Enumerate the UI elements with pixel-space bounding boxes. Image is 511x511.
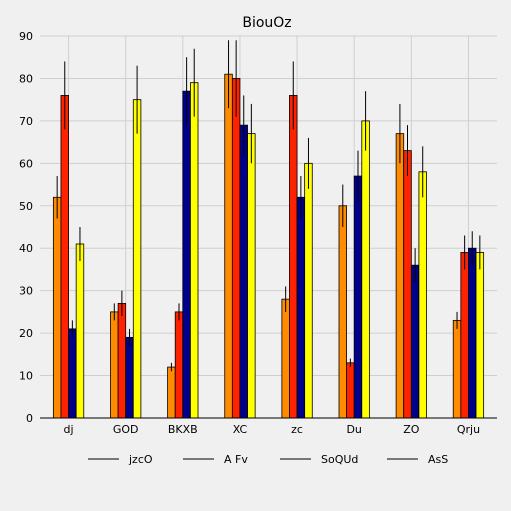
- y-tick-label-40: 40: [19, 242, 33, 255]
- bar-GOD-AsS: [132, 99, 142, 419]
- y-tick-label-60: 60: [19, 157, 33, 170]
- bar-BKXB-AsS: [190, 82, 199, 419]
- bar-ZO-A-Fv: [403, 150, 412, 419]
- bar-dj-SoQUd: [68, 328, 77, 419]
- chart-title: BiouOz: [242, 15, 291, 31]
- bars-layer: [52, 40, 485, 419]
- legend-label-jzcO: jzcO: [128, 453, 153, 466]
- legend-label-SoQUd: SoQUd: [321, 453, 358, 466]
- bar-GOD-SoQUd: [125, 336, 134, 419]
- legend-label-A-Fv: A Fv: [224, 453, 248, 466]
- legend: jzcO A Fv SoQUd AsS: [88, 453, 448, 466]
- bar-zc-jzcO: [281, 298, 290, 419]
- bar-XC-jzcO: [224, 73, 233, 419]
- bar-GOD-jzcO: [110, 311, 119, 419]
- bar-Qrju-jzcO: [452, 319, 462, 419]
- bar-BKXB-jzcO: [167, 366, 176, 419]
- y-tick-label-90: 90: [19, 30, 33, 43]
- x-tick-label-BKXB: BKXB: [168, 423, 198, 436]
- bar-dj-jzcO: [52, 196, 62, 419]
- x-tick-label-zc: zc: [291, 423, 303, 436]
- bar-XC-A-Fv: [231, 78, 241, 419]
- grid-layer: [40, 35, 497, 419]
- bar-BKXB-A-Fv: [174, 311, 184, 419]
- y-tick-label-80: 80: [19, 72, 33, 85]
- bar-BKXB-SoQUd: [182, 90, 191, 419]
- bar-XC-AsS: [247, 133, 256, 419]
- bar-XC-SoQUd: [239, 124, 248, 419]
- bar-dj-A-Fv: [60, 95, 69, 419]
- x-tick-label-Qrju: Qrju: [457, 423, 480, 436]
- y-tick-label-70: 70: [19, 115, 33, 128]
- axis-layer: 0 10 20 30 40 50 60 70 80 90 dj GOD BKXB XC zc Du ZO Qrju: [19, 30, 497, 436]
- y-tick-label-30: 30: [19, 285, 33, 298]
- bar-ZO-AsS: [418, 171, 427, 419]
- bar-Du-jzcO: [338, 205, 347, 419]
- x-tick-label-XC: XC: [233, 423, 248, 436]
- y-tick-label-50: 50: [19, 200, 33, 213]
- bar-ZO-jzcO: [395, 133, 405, 419]
- y-tick-label-0: 0: [26, 412, 33, 425]
- bar-zc-A-Fv: [289, 95, 298, 419]
- x-tick-label-Du: Du: [346, 423, 361, 436]
- bar-GOD-A-Fv: [117, 302, 127, 419]
- bar-Qrju-SoQUd: [468, 247, 477, 419]
- bar-zc-SoQUd: [296, 196, 306, 419]
- bar-dj-AsS: [75, 243, 85, 419]
- bar-zc-AsS: [304, 162, 313, 419]
- legend-label-AsS: AsS: [428, 453, 448, 466]
- bar-Du-AsS: [361, 120, 370, 419]
- bar-ZO-SoQUd: [410, 264, 420, 419]
- bar-Du-SoQUd: [353, 175, 363, 419]
- x-tick-label-dj: dj: [64, 423, 74, 436]
- y-tick-label-20: 20: [19, 327, 33, 340]
- bar-Qrju-AsS: [475, 252, 485, 419]
- bar-Qrju-A-Fv: [460, 252, 469, 419]
- x-tick-label-GOD: GOD: [113, 423, 139, 436]
- y-tick-label-10: 10: [19, 370, 33, 383]
- bar-Du-A-Fv: [346, 362, 355, 419]
- x-tick-label-ZO: ZO: [403, 423, 420, 436]
